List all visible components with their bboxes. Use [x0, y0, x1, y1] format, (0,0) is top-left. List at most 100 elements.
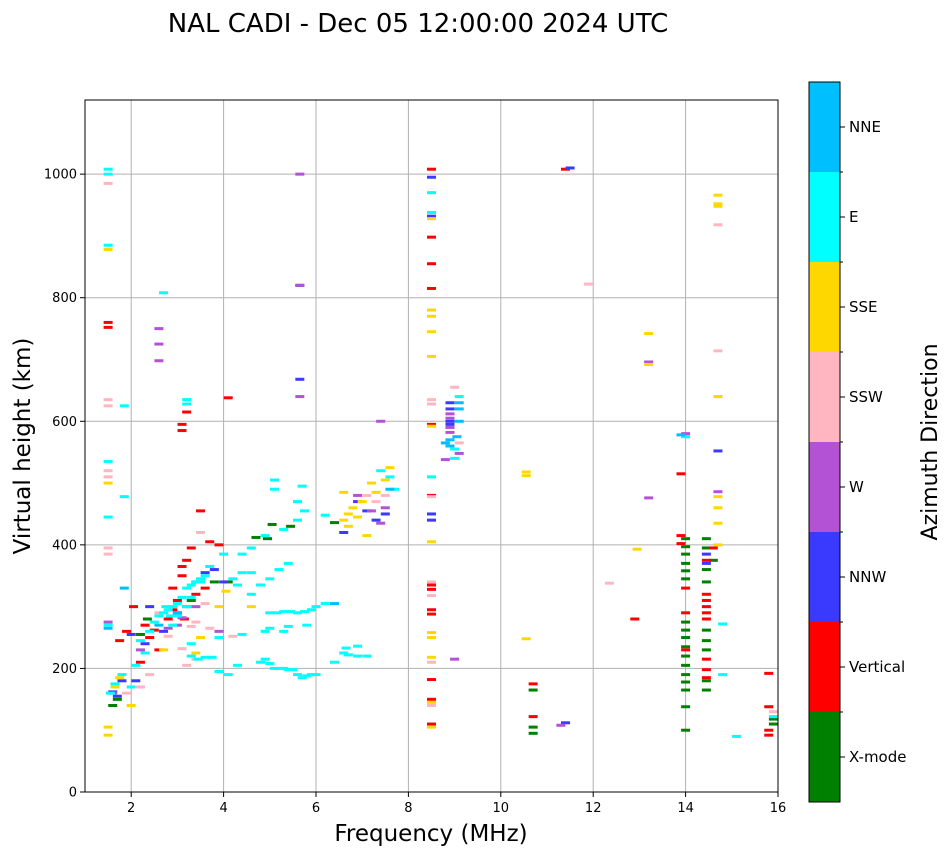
point-sse: [380, 478, 390, 482]
point-e: [182, 586, 192, 590]
point-nnw: [445, 419, 455, 423]
point-e: [343, 653, 353, 657]
point-x-mode: [251, 535, 261, 539]
plot-frame: [84, 99, 779, 793]
point-e: [283, 561, 293, 565]
point-e: [186, 654, 196, 658]
colorbar-label: E: [849, 208, 858, 226]
point-e: [286, 610, 296, 614]
point-nnw: [112, 694, 122, 698]
point-w: [681, 432, 691, 436]
point-nnw: [140, 642, 150, 646]
point-x-mode: [701, 537, 711, 541]
point-ssw: [427, 495, 436, 499]
point-vertical: [681, 648, 691, 652]
point-w: [376, 521, 386, 525]
point-e: [288, 668, 298, 672]
point-nne: [454, 407, 464, 411]
point-w: [445, 425, 455, 429]
point-sse: [103, 248, 113, 252]
point-x-mode: [681, 545, 691, 549]
point-sse: [339, 490, 349, 494]
point-x-mode: [267, 522, 277, 526]
point-e: [196, 580, 205, 584]
point-x-mode: [681, 620, 691, 624]
point-vertical: [427, 262, 436, 266]
point-e: [731, 734, 741, 738]
point-e: [119, 495, 129, 499]
point-x-mode: [701, 546, 711, 550]
point-nne: [454, 401, 464, 405]
point-vertical: [163, 617, 173, 621]
point-vertical: [223, 396, 233, 400]
point-e: [265, 626, 275, 630]
point-e: [265, 611, 275, 615]
point-vertical: [701, 598, 711, 602]
point-e: [302, 674, 312, 678]
point-ssw: [604, 581, 614, 585]
chart-title: NAL CADI - Dec 05 12:00:00 2024 UTC: [168, 9, 668, 39]
point-w: [172, 623, 182, 627]
point-e: [103, 243, 113, 247]
x-axis-ticks: 2 4 6 8 10 12 14 16: [127, 792, 786, 816]
point-sse: [427, 540, 436, 544]
point-vertical: [427, 678, 436, 682]
point-e: [260, 629, 270, 633]
point-vertical: [149, 628, 159, 632]
point-sse: [221, 589, 231, 593]
point-ssw: [427, 660, 436, 664]
point-sse: [644, 362, 654, 366]
point-ssw: [362, 493, 372, 497]
point-vertical: [681, 586, 691, 590]
point-vertical: [186, 546, 196, 550]
x-axis-label: Frequency (MHz): [334, 821, 527, 847]
point-e: [329, 660, 339, 664]
point-ssw: [713, 349, 723, 353]
point-vertical: [701, 668, 711, 672]
point-e: [159, 611, 169, 615]
point-x-mode: [681, 552, 691, 556]
point-ssw: [191, 620, 201, 624]
point-e: [339, 651, 349, 655]
point-e: [191, 580, 201, 584]
point-nnw: [380, 512, 390, 516]
point-nnw: [145, 605, 155, 609]
y-tick-label: 0: [69, 786, 77, 801]
point-ssw: [103, 398, 113, 402]
point-vertical: [764, 728, 774, 732]
point-e: [269, 666, 279, 670]
colorbar-frame: [808, 81, 841, 803]
point-nnw: [427, 518, 436, 522]
point-vertical: [701, 617, 711, 621]
point-ssw: [103, 546, 113, 550]
point-e: [186, 595, 196, 599]
point-e: [182, 398, 192, 402]
point-x-mode: [528, 731, 538, 735]
point-e: [450, 456, 460, 460]
plot-background: [85, 100, 778, 792]
point-nne: [445, 438, 455, 442]
point-vertical: [427, 722, 436, 726]
point-vertical: [427, 608, 436, 612]
colorbar-segment: [809, 442, 840, 532]
point-nnw: [126, 632, 136, 636]
point-e: [353, 654, 363, 658]
point-vertical: [135, 660, 145, 664]
point-e: [161, 605, 171, 609]
point-e: [145, 629, 155, 633]
point-e: [427, 475, 436, 479]
point-nnw: [371, 518, 381, 522]
point-x-mode: [681, 537, 691, 541]
point-ssw: [584, 282, 594, 286]
point-vertical: [560, 167, 570, 171]
point-e: [293, 518, 303, 522]
point-x-mode: [681, 569, 691, 573]
point-nne: [385, 487, 395, 491]
point-nnw: [159, 629, 169, 633]
point-e: [163, 608, 173, 612]
point-e: [232, 663, 242, 667]
point-w: [177, 616, 187, 620]
point-e: [279, 527, 289, 531]
point-e: [293, 673, 303, 677]
point-vertical: [764, 733, 774, 737]
